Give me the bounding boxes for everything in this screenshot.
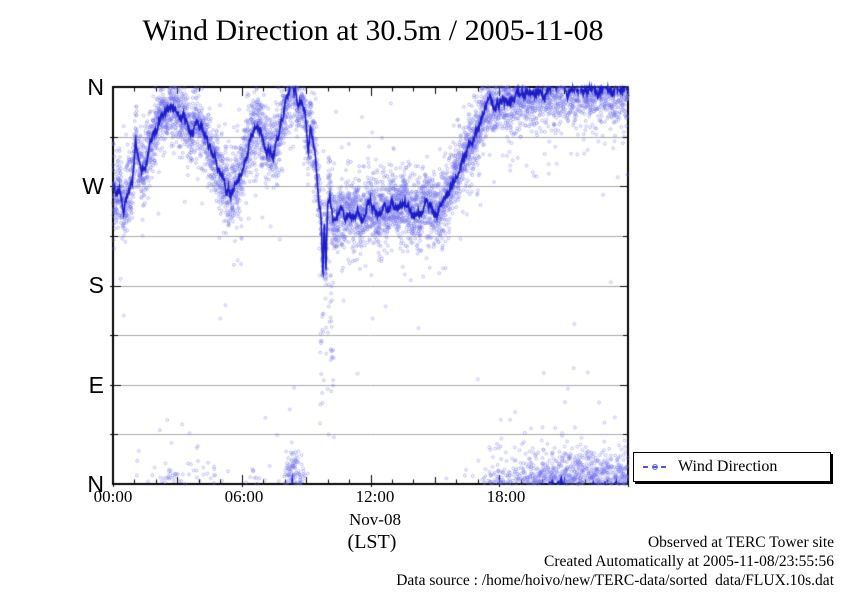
x-axis-caption-unit: (LST)	[347, 531, 397, 553]
x-axis-label-1800: 18:00	[486, 487, 526, 506]
y-axis-label-north-top: N	[87, 74, 104, 100]
x-axis-label-0000: 00:00	[93, 487, 133, 506]
footer-created-at: Created Automatically at 2005-11-08/23:5…	[544, 553, 834, 570]
legend: Wind Direction	[633, 452, 831, 482]
y-axis-label-south: S	[88, 272, 104, 298]
y-axis-label-east: E	[88, 372, 104, 398]
y-axis-label-north-bottom: N	[87, 471, 104, 497]
footer-observed-at: Observed at TERC Tower site	[647, 534, 834, 551]
legend-label: Wind Direction	[678, 458, 778, 475]
chart-title: Wind Direction at 30.5m / 2005-11-08	[142, 14, 604, 47]
x-axis-caption-date: Nov-08	[349, 510, 401, 529]
x-axis-label-0600: 06:00	[224, 487, 264, 506]
footer-data-source: Data source : /home/hoivo/new/TERC-data/…	[396, 572, 834, 589]
legend-line-sample-icon	[643, 464, 667, 470]
y-axis-label-west: W	[82, 173, 104, 199]
x-axis-label-1200: 12:00	[355, 487, 395, 506]
